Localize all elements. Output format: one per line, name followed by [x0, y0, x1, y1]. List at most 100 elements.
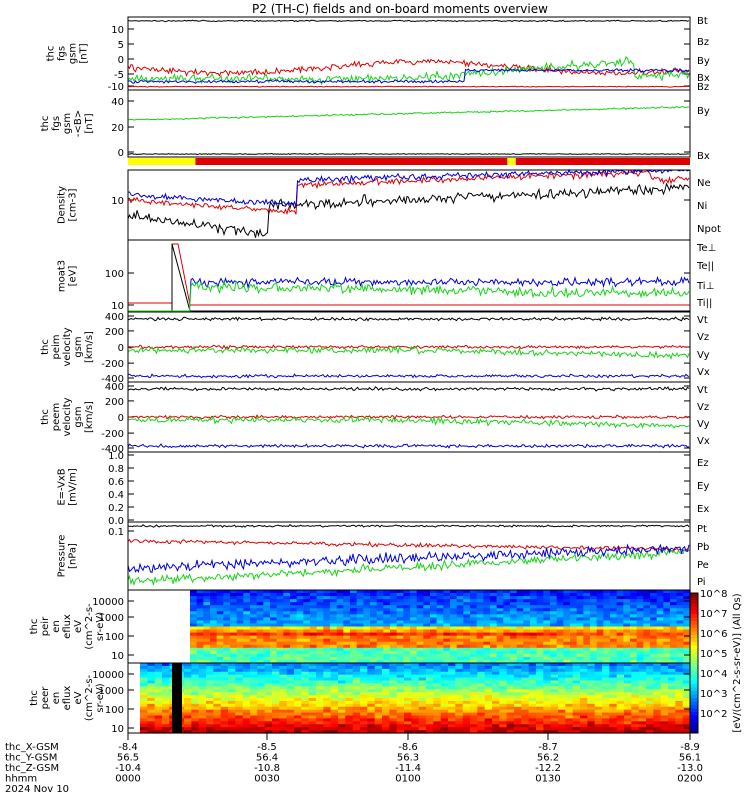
spectrogram-cell — [330, 641, 338, 646]
spectrogram-cell — [521, 680, 530, 685]
spectrogram-cell — [483, 629, 491, 634]
spectrogram-cell — [530, 611, 538, 615]
spectrogram-cell — [646, 689, 654, 693]
spectrogram-cell — [492, 721, 500, 725]
spectrogram-cell — [580, 689, 588, 693]
spectrogram-cell — [528, 683, 537, 687]
spectrogram-cell — [462, 671, 471, 676]
spectrogram-cell — [147, 715, 156, 720]
spectrogram-cell — [223, 653, 231, 658]
spectrogram-cell — [270, 611, 278, 615]
spectrogram-cell — [675, 677, 684, 682]
spectrogram-cell — [676, 659, 684, 664]
spectrogram-cell — [616, 608, 624, 612]
spectrogram-cell — [596, 644, 604, 649]
spectrogram-cell — [476, 650, 484, 655]
spectrogram-cell — [228, 730, 236, 734]
spectrogram-cell — [230, 599, 238, 603]
spectrogram-cell — [243, 599, 251, 603]
spectrogram-cell — [301, 715, 310, 720]
series-Bx — [127, 152, 690, 156]
spectrogram-cell — [389, 712, 398, 717]
spectrogram-cell — [330, 715, 339, 720]
spectrogram-cell — [430, 623, 438, 628]
spectrogram-cell — [440, 686, 449, 690]
spectrogram-cell — [343, 590, 351, 594]
spectrogram-cell — [623, 596, 631, 600]
spectrogram-cell — [336, 629, 344, 634]
spectrogram-cell — [676, 650, 684, 655]
spectrogram-cell — [503, 608, 511, 612]
spectrogram-cell — [345, 665, 354, 670]
spectrogram-cell — [638, 674, 647, 679]
spectrogram-cell — [264, 706, 273, 711]
spectrogram-cell — [572, 680, 581, 685]
spectrogram-cell — [630, 599, 638, 603]
spectrogram-cell — [576, 614, 584, 618]
spectrogram-cell — [556, 605, 564, 609]
y-tick-label: 20 — [111, 123, 124, 134]
legend-Te⊥: Te⊥ — [696, 243, 716, 254]
spectrogram-cell — [521, 665, 530, 670]
spectrogram-cell — [653, 665, 662, 670]
spectrogram-cell — [450, 602, 458, 606]
spectrogram-cell — [190, 602, 198, 606]
spectrogram-cell — [403, 602, 411, 606]
spectrogram-cell — [382, 674, 390, 679]
spectrogram-cell — [470, 677, 478, 682]
spectrogram-cell — [668, 680, 676, 685]
spectrogram-cell — [516, 596, 524, 600]
spectrogram-cell — [470, 695, 478, 699]
spectrogram-cell — [270, 602, 278, 606]
spectrogram-cell — [396, 703, 405, 708]
spectrogram-cell — [576, 590, 584, 594]
spectrogram-cell — [223, 599, 231, 603]
spectrogram-cell — [206, 698, 214, 702]
spectrogram-cell — [210, 626, 218, 631]
spectrogram-cell — [510, 638, 518, 643]
spectrogram-cell — [503, 596, 511, 600]
spectrogram-cell — [433, 715, 442, 720]
spectrogram-cell — [476, 614, 484, 618]
spectrogram-cell — [272, 665, 280, 670]
spectrogram-cell — [294, 703, 302, 708]
spectrogram-cell — [404, 692, 412, 696]
spectrogram-cell — [352, 663, 361, 667]
spectrogram-cell — [550, 656, 558, 661]
spectrogram-cell — [610, 629, 618, 634]
spectrogram-cell — [536, 671, 544, 676]
spectrogram-cell — [162, 718, 170, 722]
spectrogram-cell — [660, 715, 669, 720]
spectrogram-cell — [516, 653, 524, 658]
spectrogram-cell — [430, 611, 438, 615]
spectrogram-cell — [250, 724, 258, 728]
spectrogram-cell — [477, 706, 486, 711]
spectrogram-cell — [276, 647, 284, 652]
spectrogram-cell — [198, 727, 207, 731]
spectrogram-cell — [286, 680, 295, 685]
spectrogram-cell — [455, 698, 464, 702]
spectrogram-cell — [470, 632, 478, 637]
colorbar-segment — [690, 722, 698, 727]
spectrogram-cell — [570, 602, 578, 606]
spectrogram-cell — [370, 635, 378, 640]
spectrogram-cell — [196, 590, 204, 594]
series-Vz — [127, 414, 690, 420]
spectrogram-cell — [210, 608, 218, 612]
spectrogram-cell — [530, 635, 538, 640]
spectrogram-cell — [631, 665, 640, 670]
spectrogram-cell — [433, 712, 442, 717]
spectrogram-cell — [389, 700, 398, 705]
spectrogram-cell — [483, 623, 491, 628]
spectrogram-cell — [411, 715, 420, 720]
date-label: 2024 Nov 10 — [5, 784, 69, 795]
spectrogram-cell — [440, 663, 449, 667]
spectrogram-cell — [646, 724, 654, 728]
spectrogram-cell — [230, 647, 238, 652]
spectrogram-cell — [360, 721, 368, 725]
spectrogram-cell — [235, 683, 244, 687]
spectrogram-cell — [418, 677, 427, 682]
spectrogram-cell — [206, 686, 214, 690]
spectrogram-cell — [410, 599, 418, 603]
spectrogram-cell — [296, 611, 304, 615]
